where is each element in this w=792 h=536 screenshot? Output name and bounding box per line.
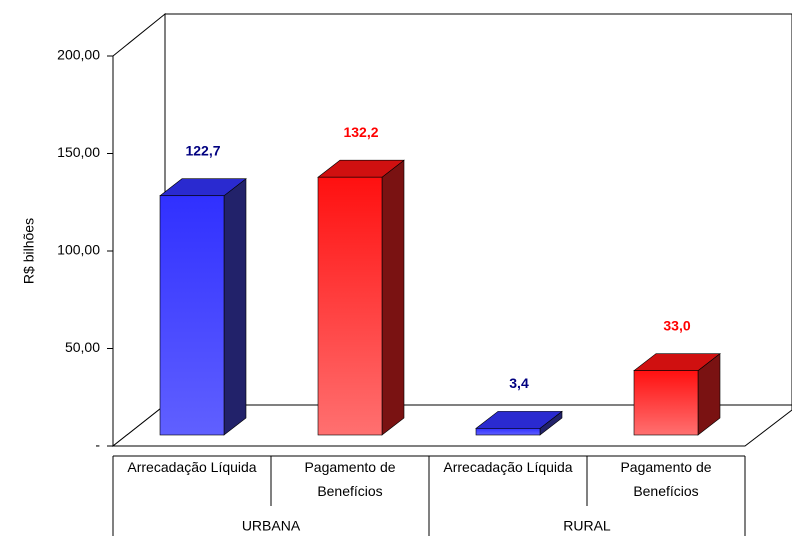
bar-side (223, 178, 247, 436)
y-tick-label: 100,00 (57, 242, 100, 258)
group-label: RURAL (563, 518, 611, 534)
back-wall (164, 13, 792, 406)
bar (475, 428, 541, 436)
y-tick-label: 50,00 (65, 339, 100, 355)
y-axis-label: R$ bilhões (21, 218, 37, 284)
floor (111, 404, 792, 447)
side-wall (112, 12, 166, 448)
value-label: 132,2 (343, 124, 378, 140)
y-tick-label: 150,00 (57, 144, 100, 160)
value-label: 122,7 (185, 142, 220, 158)
bar (159, 195, 225, 436)
group-label: URBANA (242, 518, 301, 534)
bar-side (381, 159, 405, 436)
value-label: 3,4 (509, 375, 529, 391)
x-tick-label: Pagamento de Benefícios (304, 459, 396, 499)
bar (317, 176, 383, 436)
y-tick-label: 200,00 (57, 47, 100, 63)
x-tick-label: Pagamento de Benefícios (620, 459, 712, 499)
x-tick-label: Arrecadação Líquida (127, 459, 257, 475)
x-tick-label: Arrecadação Líquida (443, 459, 573, 475)
value-label: 33,0 (663, 317, 690, 333)
bar (633, 370, 699, 436)
y-tick-label: - (95, 437, 100, 453)
